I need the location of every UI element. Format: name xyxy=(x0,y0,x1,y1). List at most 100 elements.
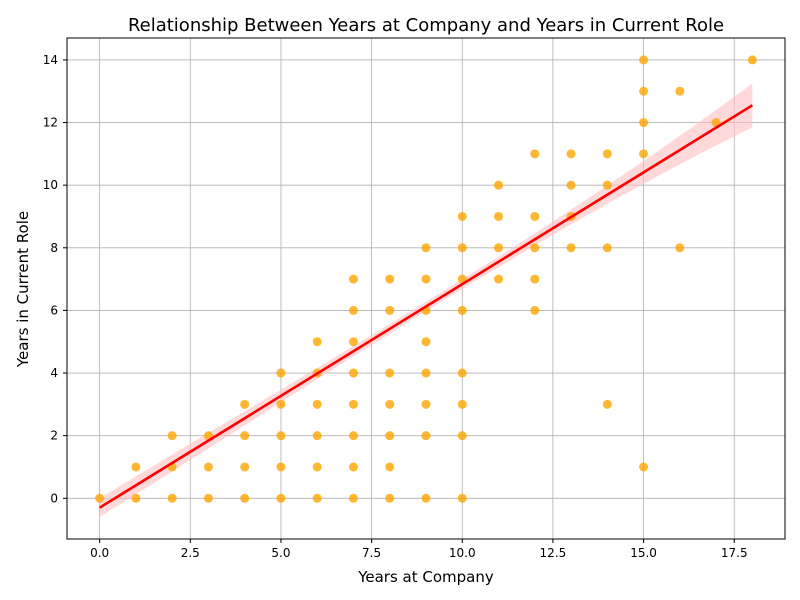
y-tick-label: 10 xyxy=(43,178,58,192)
data-point xyxy=(602,149,612,159)
regression-line xyxy=(98,104,754,509)
y-tick-label: 14 xyxy=(43,53,58,67)
y-tick-label: 0 xyxy=(50,491,58,505)
data-point xyxy=(385,305,395,315)
data-point xyxy=(240,493,250,503)
data-point xyxy=(457,431,467,441)
regression-confidence-band xyxy=(99,83,753,518)
data-point xyxy=(421,493,431,503)
data-point xyxy=(95,493,105,503)
data-point xyxy=(203,462,213,472)
data-point xyxy=(312,493,322,503)
data-point xyxy=(675,243,685,253)
confidence-band xyxy=(99,83,753,518)
data-point xyxy=(203,493,213,503)
regression-line-group xyxy=(98,104,754,509)
data-point xyxy=(312,431,322,441)
data-point xyxy=(421,368,431,378)
y-tick-label: 8 xyxy=(50,241,58,255)
data-point xyxy=(602,180,612,190)
x-tick-label: 2.5 xyxy=(181,546,200,560)
data-point xyxy=(240,399,250,409)
data-point xyxy=(312,462,322,472)
data-point xyxy=(530,149,540,159)
data-point xyxy=(421,274,431,284)
x-axis-ticks: 0.0 2.5 5.0 7.5 10.0 12.5 15.0 17.5 xyxy=(90,539,748,560)
data-point xyxy=(312,399,322,409)
data-point xyxy=(602,243,612,253)
data-point xyxy=(602,399,612,409)
data-point xyxy=(639,149,649,159)
data-point xyxy=(348,431,358,441)
data-point xyxy=(457,211,467,221)
data-point xyxy=(385,368,395,378)
data-point xyxy=(312,337,322,347)
data-point xyxy=(167,493,177,503)
data-point xyxy=(348,305,358,315)
data-point xyxy=(494,180,504,190)
data-point xyxy=(530,243,540,253)
data-point xyxy=(240,431,250,441)
y-tick-label: 12 xyxy=(43,116,58,130)
data-point xyxy=(530,211,540,221)
data-point xyxy=(639,86,649,96)
data-point xyxy=(457,399,467,409)
data-point xyxy=(675,86,685,96)
data-point xyxy=(385,493,395,503)
x-tick-label: 15.0 xyxy=(630,546,657,560)
x-tick-label: 7.5 xyxy=(362,546,381,560)
data-point xyxy=(530,274,540,284)
data-point xyxy=(421,399,431,409)
x-tick-label: 0.0 xyxy=(90,546,109,560)
data-point xyxy=(131,462,141,472)
plot-frame xyxy=(66,37,786,540)
data-point xyxy=(421,243,431,253)
data-point xyxy=(421,431,431,441)
x-axis-label: Years at Company xyxy=(357,568,494,586)
x-tick-label: 10.0 xyxy=(449,546,476,560)
data-point xyxy=(276,368,286,378)
y-tick-label: 6 xyxy=(50,303,58,317)
y-tick-label: 2 xyxy=(50,429,58,443)
data-point xyxy=(385,431,395,441)
data-points xyxy=(95,55,757,503)
data-point xyxy=(566,243,576,253)
data-point xyxy=(348,399,358,409)
data-point xyxy=(494,243,504,253)
data-point xyxy=(385,462,395,472)
data-point xyxy=(421,337,431,347)
data-point xyxy=(240,462,250,472)
data-point xyxy=(276,431,286,441)
data-point xyxy=(167,431,177,441)
data-point xyxy=(494,274,504,284)
data-point xyxy=(457,368,467,378)
data-point xyxy=(639,118,649,128)
data-point xyxy=(348,493,358,503)
data-point xyxy=(566,149,576,159)
data-point xyxy=(639,55,649,65)
data-point xyxy=(131,493,141,503)
data-point xyxy=(639,462,649,472)
data-point xyxy=(276,462,286,472)
chart-title: Relationship Between Years at Company an… xyxy=(128,15,724,36)
data-point xyxy=(276,399,286,409)
x-tick-label: 5.0 xyxy=(271,546,290,560)
x-tick-label: 12.5 xyxy=(540,546,567,560)
data-point xyxy=(385,399,395,409)
data-point xyxy=(385,274,395,284)
data-point xyxy=(348,337,358,347)
data-point xyxy=(276,493,286,503)
data-point xyxy=(348,462,358,472)
data-point xyxy=(457,305,467,315)
y-tick-label: 4 xyxy=(50,366,58,380)
y-axis-ticks: 0 2 4 6 8 10 12 14 xyxy=(43,53,67,505)
data-point xyxy=(530,305,540,315)
x-tick-label: 17.5 xyxy=(721,546,748,560)
data-point xyxy=(457,493,467,503)
y-axis-label: Years in Current Role xyxy=(14,211,32,368)
data-point xyxy=(348,368,358,378)
data-point xyxy=(348,274,358,284)
data-point xyxy=(566,180,576,190)
data-point xyxy=(457,243,467,253)
